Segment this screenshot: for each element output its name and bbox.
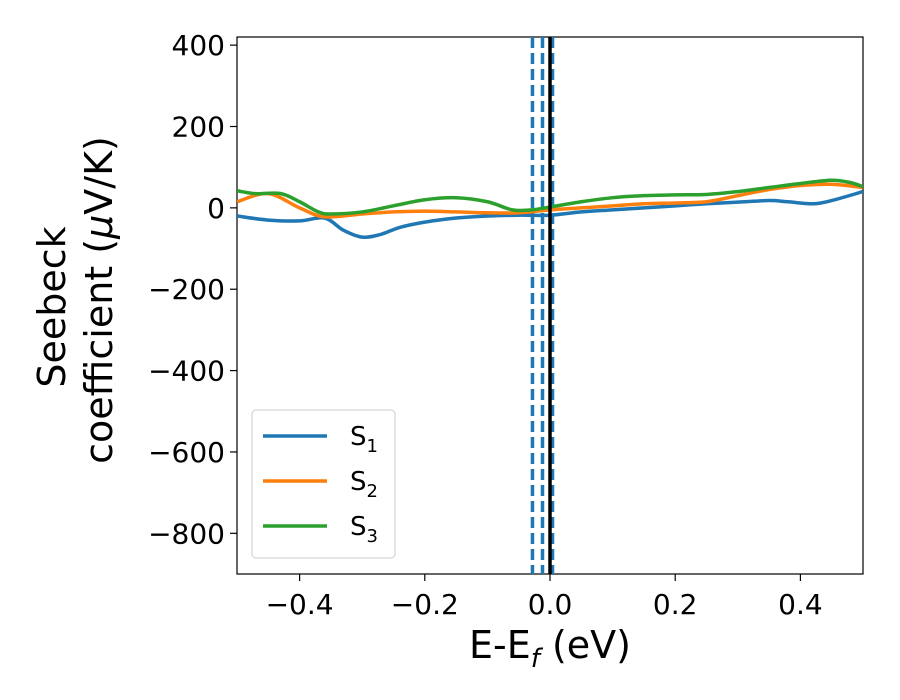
x-tick-label: 0.2 xyxy=(653,588,698,621)
plot-area xyxy=(236,36,864,575)
y-tick-label: −400 xyxy=(148,355,225,388)
legend-label-s1: S1 xyxy=(350,422,378,457)
legend-label-s2: S2 xyxy=(350,467,378,502)
legend-label-main: S xyxy=(350,467,367,497)
legend-label-s3: S3 xyxy=(350,512,378,547)
x-axis-label-main: E-E xyxy=(469,623,531,667)
y-axis-label-suffix: V/K) xyxy=(77,136,121,215)
y-tick-label: −800 xyxy=(148,517,225,550)
y-tick-label: 200 xyxy=(172,111,225,144)
x-axis-label-unit: (eV) xyxy=(540,623,631,667)
y-tick-label: −600 xyxy=(148,436,225,469)
legend-box xyxy=(251,409,396,559)
y-axis-ticks: 400 200 0 −200 −400 −600 −800 xyxy=(148,29,237,550)
legend-label-main: S xyxy=(350,512,367,542)
x-tick-label: −0.4 xyxy=(266,588,334,621)
legend-label-main: S xyxy=(350,422,367,452)
y-axis-label-prefix: coefficient ( xyxy=(77,239,121,464)
legend-label-sub: 1 xyxy=(367,436,378,457)
y-axis-label-line1: Seebeck xyxy=(30,226,74,387)
y-axis-label-line2: coefficient (μV/K) xyxy=(77,136,121,464)
x-axis-ticks: −0.4 −0.2 0.0 0.2 0.4 xyxy=(266,574,823,621)
series-line-s3 xyxy=(237,178,863,216)
series-line-s1 xyxy=(237,189,863,240)
y-axis-label: Seebeck coefficient (μV/K) xyxy=(30,136,121,464)
x-axis-label: E-Ef (eV) xyxy=(469,623,631,674)
x-tick-label: −0.2 xyxy=(391,588,459,621)
legend-label-sub: 3 xyxy=(367,526,378,547)
y-tick-label: 400 xyxy=(172,29,225,62)
legend-label-sub: 2 xyxy=(367,481,378,502)
y-tick-label: 0 xyxy=(207,192,225,225)
y-tick-label: −200 xyxy=(148,273,225,306)
x-tick-label: 0.4 xyxy=(778,588,823,621)
x-tick-label: 0.0 xyxy=(528,588,573,621)
y-axis-label-mu: μ xyxy=(77,215,121,240)
vertical-lines xyxy=(530,37,555,574)
